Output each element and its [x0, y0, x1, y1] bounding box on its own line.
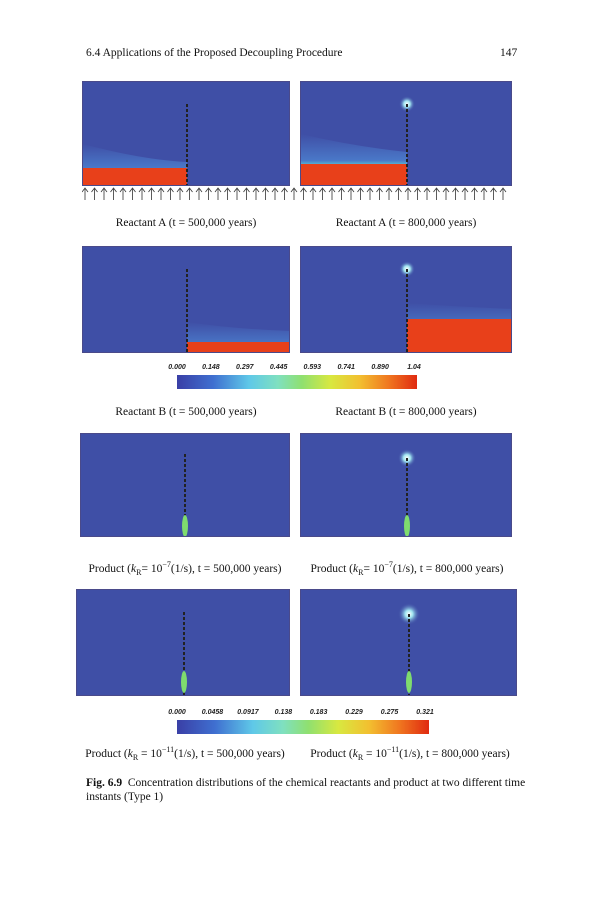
figure-label: Fig. 6.9	[86, 777, 123, 789]
caption-reactant-a-800: Reactant A (t = 800,000 years)	[335, 217, 477, 229]
boundary-arrow	[461, 187, 469, 200]
colorbar-tick: 0.0458	[201, 709, 224, 716]
boundary-arrow	[129, 187, 136, 200]
colorbar-tick: 0.445	[269, 364, 288, 371]
colorbar-tick: 0.229	[345, 709, 363, 716]
boundary-arrow	[119, 187, 127, 200]
boundary-arrow	[471, 187, 478, 200]
boundary-arrow	[376, 187, 383, 200]
boundary-arrow	[357, 187, 364, 200]
boundary-arrow	[385, 187, 393, 200]
boundary-arrow	[404, 187, 412, 200]
colorbar-tick: 0.000	[168, 709, 186, 716]
colorbar-tick: 0.183	[309, 709, 328, 716]
boundary-arrow	[167, 187, 174, 200]
running-header: 6.4 Applications of the Proposed Decoupl…	[86, 47, 343, 59]
plot-reactant-a-800	[300, 81, 512, 186]
colorbar-tick: 0.297	[236, 364, 254, 371]
boundary-arrow	[82, 187, 89, 200]
caption-reactant-b-500: Reactant B (t = 500,000 years)	[115, 406, 257, 418]
colorbar-tick: 0.275	[380, 709, 399, 716]
plot-product-7-500	[80, 433, 290, 537]
boundary-arrow	[433, 187, 440, 200]
boundary-arrow	[262, 187, 269, 200]
caption-product-11-500: Product (kR = 10−11(1/s), t = 500,000 ye…	[85, 745, 285, 763]
colorbar-tick: 0.321	[416, 709, 434, 716]
plot-product-11-500	[76, 589, 290, 696]
boundary-arrow	[281, 187, 288, 200]
boundary-arrow	[452, 187, 459, 200]
boundary-arrow	[490, 187, 497, 200]
boundary-arrow	[176, 187, 184, 200]
boundary-arrow	[309, 187, 317, 200]
boundary-arrow	[91, 187, 98, 200]
colorbar-tick: 0.0917	[237, 709, 259, 716]
boundary-arrow	[338, 187, 345, 200]
boundary-arrow	[347, 187, 355, 200]
caption-product-7-800: Product (kR= 10−7(1/s), t = 800,000 year…	[310, 560, 504, 578]
boundary-arrows	[82, 187, 507, 200]
plot-reactant-b-500	[82, 246, 290, 353]
boundary-arrow	[290, 187, 298, 200]
boundary-arrow	[442, 187, 450, 200]
plot-reactant-b-800	[300, 246, 512, 353]
boundary-arrow	[252, 187, 260, 200]
boundary-arrow	[110, 187, 117, 200]
boundary-arrow	[138, 187, 146, 200]
boundary-arrow	[366, 187, 374, 200]
boundary-arrow	[100, 187, 108, 200]
boundary-arrow	[499, 187, 507, 200]
caption-product-7-500: Product (kR= 10−7(1/s), t = 500,000 year…	[88, 560, 282, 578]
figure-caption-text: Concentration distributions of the chemi…	[86, 777, 526, 803]
boundary-arrow	[328, 187, 336, 200]
boundary-arrow	[243, 187, 250, 200]
colorbar-tick: 0.000	[168, 364, 186, 371]
figure-caption: Fig. 6.9 Concentration distributions of …	[86, 776, 526, 804]
plot-product-11-800	[300, 589, 517, 696]
boundary-arrow	[271, 187, 279, 200]
colorbar-tick: 0.148	[202, 364, 220, 371]
boundary-arrow	[214, 187, 222, 200]
colorbar-reactant-ticks: 0.000 0.148 0.297 0.445 0.593 0.741 0.89…	[168, 364, 421, 374]
caption-reactant-a-500: Reactant A (t = 500,000 years)	[115, 217, 257, 229]
page-number: 147	[500, 47, 518, 59]
caption-product-11-800: Product (kR = 10−11(1/s), t = 800,000 ye…	[310, 745, 510, 763]
boundary-arrow	[205, 187, 212, 200]
boundary-arrow	[233, 187, 241, 200]
colorbar-tick: 0.138	[274, 709, 293, 716]
colorbar-tick: 1.04	[407, 364, 421, 371]
plot-product-7-800	[300, 433, 512, 537]
boundary-arrow	[224, 187, 231, 200]
colorbar-reactant	[177, 375, 417, 389]
boundary-arrow	[148, 187, 155, 200]
boundary-arrow	[157, 187, 165, 200]
boundary-arrow	[186, 187, 193, 200]
boundary-arrow	[395, 187, 402, 200]
colorbar-tick: 0.741	[337, 364, 355, 371]
boundary-arrow	[300, 187, 307, 200]
boundary-arrow	[319, 187, 326, 200]
boundary-arrow	[423, 187, 431, 200]
colorbar-product	[177, 720, 429, 734]
caption-reactant-b-800: Reactant B (t = 800,000 years)	[335, 406, 477, 418]
boundary-arrow	[480, 187, 488, 200]
colorbar-tick: 0.593	[303, 364, 322, 371]
plot-reactant-a-500	[82, 81, 290, 186]
colorbar-product-ticks: 0.000 0.0458 0.0917 0.138 0.183 0.229 0.…	[168, 709, 434, 719]
boundary-arrow	[195, 187, 203, 200]
boundary-arrow	[414, 187, 421, 200]
colorbar-tick: 0.890	[371, 364, 389, 371]
